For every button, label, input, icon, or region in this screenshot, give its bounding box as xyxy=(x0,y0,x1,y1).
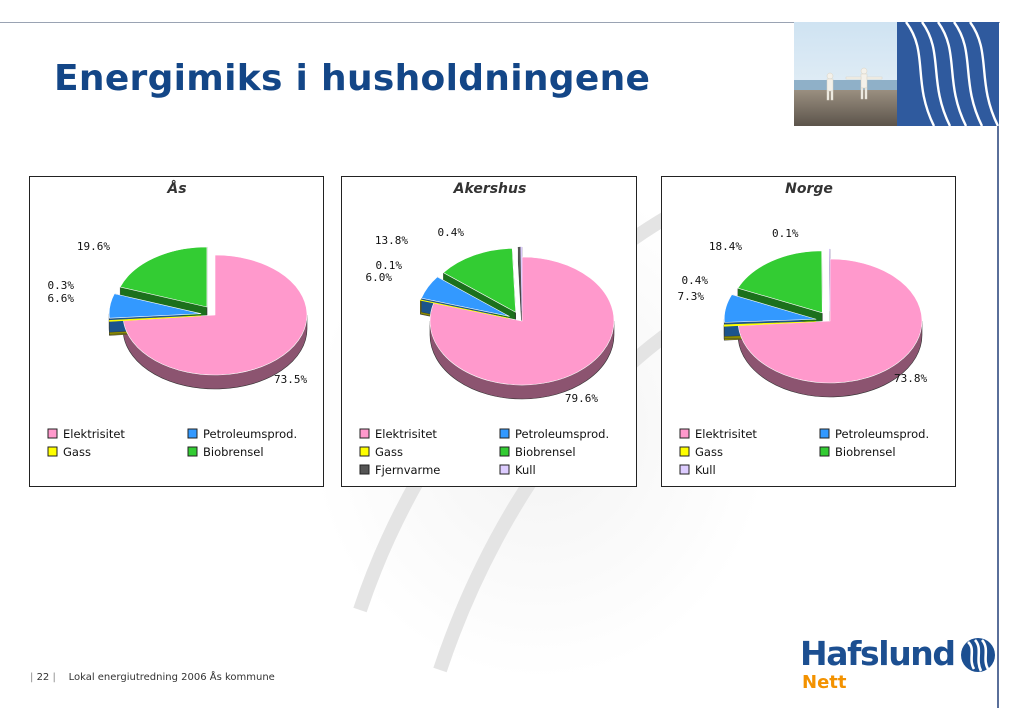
legend-swatch-petroleumsprod xyxy=(499,428,510,439)
pie-slice-elektrisitet xyxy=(737,258,923,384)
footer-separator: | xyxy=(49,672,69,683)
hafslund-wave-icon xyxy=(961,638,995,672)
pie-slice-gass xyxy=(419,299,509,319)
right-rule xyxy=(997,22,999,708)
chart-panel-norge: Norge 73.8% 0.4% 7.3% 18.4% 0.1% Elektrisite… xyxy=(661,176,956,487)
legend-label-biobrensel: Biobrensel xyxy=(515,445,576,459)
chart-panel-as: Ås 73.5% 0.3% 6.6% 19.6% Elektrisitet Petrol… xyxy=(29,176,324,487)
data-label-biobrensel: 13.8% xyxy=(375,234,408,247)
data-label-biobrensel: 18.4% xyxy=(709,240,742,253)
page-number: 22 xyxy=(36,672,50,683)
data-label-biobrensel: 19.6% xyxy=(77,240,110,253)
legend-swatch-biobrensel xyxy=(819,446,830,457)
legend-label-petroleumsprod: Petroleumsprod. xyxy=(203,427,297,441)
data-label-petroleumsprod: 6.6% xyxy=(48,292,75,305)
pie-chart-norge: Norge 73.8% 0.4% 7.3% 18.4% 0.1% Elektrisite… xyxy=(678,181,930,477)
pie-slice-biobrensel xyxy=(442,248,516,313)
legend-swatch-fjernvarme xyxy=(359,464,370,475)
footer-separator: | xyxy=(30,672,37,683)
legend-swatch-gass xyxy=(679,446,690,457)
header-rule xyxy=(0,22,1000,23)
legend-swatch-kull xyxy=(499,464,510,475)
footer: | 22 | Lokal energiutredning 2006 Ås kom… xyxy=(30,672,275,683)
legend-swatch-elektrisitet xyxy=(359,428,370,439)
legend-swatch-biobrensel xyxy=(187,446,198,457)
legend-label-elektrisitet: Elektrisitet xyxy=(695,427,757,441)
legend-swatch-gass xyxy=(359,446,370,457)
pie-slice-kull xyxy=(520,246,523,312)
pie-slice-elektrisitet xyxy=(429,256,615,386)
chart-panel-akershus: Akershus 79.6% 0.1% 6.0% 13.8% 0.4% Elektris… xyxy=(341,176,637,487)
legend-label-elektrisitet: Elektrisitet xyxy=(63,427,125,441)
legend-label-biobrensel: Biobrensel xyxy=(203,445,264,459)
legend-swatch-gass xyxy=(47,446,58,457)
header-photo xyxy=(794,22,999,126)
legend-label-gass: Gass xyxy=(63,445,91,459)
chart-title: Ås xyxy=(166,180,186,197)
chart-title: Akershus xyxy=(453,181,527,197)
slide-title: Energimiks i husholdningene xyxy=(54,58,651,99)
legend-label-elektrisitet: Elektrisitet xyxy=(375,427,437,441)
pie-slice-gass xyxy=(108,315,202,322)
pie-slice-petroleumsprod xyxy=(723,294,817,323)
pie-slice-elektrisitet xyxy=(123,254,308,376)
legend-swatch-elektrisitet xyxy=(47,428,58,439)
legend-label-biobrensel: Biobrensel xyxy=(835,445,896,459)
pie-slice-kull xyxy=(829,248,831,312)
pie-chart-as: Ås 73.5% 0.3%6.6% 19.6% Elektrisitet Petrol… xyxy=(47,180,308,459)
logo-name: Hafslund xyxy=(800,634,956,673)
legend-label-kull: Kull xyxy=(695,463,716,477)
legend-swatch-petroleumsprod xyxy=(187,428,198,439)
data-label-elektrisitet: 73.5% xyxy=(274,373,307,386)
legend-swatch-kull xyxy=(679,464,690,475)
data-label-petroleumsprod: 6.0% xyxy=(366,271,393,284)
data-label-gass: 0.1% xyxy=(376,259,403,272)
data-label-petroleumsprod: 7.3% xyxy=(678,290,705,303)
legend-swatch-biobrensel xyxy=(499,446,510,457)
legend-label-petroleumsprod: Petroleumsprod. xyxy=(515,427,609,441)
legend-swatch-elektrisitet xyxy=(679,428,690,439)
data-label-elektrisitet: 73.8% xyxy=(894,372,927,385)
legend-label-gass: Gass xyxy=(375,445,403,459)
pie-slice-petroleumsprod xyxy=(108,293,202,319)
chart-title: Norge xyxy=(785,181,833,197)
company-logo: Hafslund Nett xyxy=(800,634,1000,694)
data-label-gass: 0.4% xyxy=(682,274,709,287)
legend-label-petroleumsprod: Petroleumsprod. xyxy=(835,427,929,441)
legend-swatch-petroleumsprod xyxy=(819,428,830,439)
data-label-elektrisitet: 79.6% xyxy=(565,392,598,405)
pie-slice-biobrensel xyxy=(119,246,208,308)
legend-label-kull: Kull xyxy=(515,463,536,477)
footer-text: Lokal energiutredning 2006 Ås kommune xyxy=(68,672,275,683)
pie-chart-akershus: Akershus 79.6% 0.1%6.0% 13.8% 0.4% Elektris… xyxy=(359,181,615,477)
data-label-gass: 0.3% xyxy=(48,279,75,292)
legend-label-fjernvarme: Fjernvarme xyxy=(375,463,440,477)
logo-subtitle: Nett xyxy=(802,672,847,693)
pie-slice-gass xyxy=(723,321,817,327)
legend-label-gass: Gass xyxy=(695,445,723,459)
pie-slice-petroleumsprod xyxy=(421,276,510,317)
data-label-kull: 0.1% xyxy=(772,227,799,240)
data-label-fjernvarme: 0.4% xyxy=(438,226,465,239)
pie-slice-biobrensel xyxy=(737,250,823,314)
